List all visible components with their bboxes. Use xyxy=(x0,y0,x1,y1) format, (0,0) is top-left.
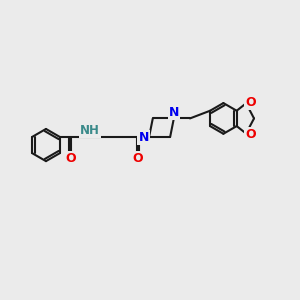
Text: O: O xyxy=(245,128,256,141)
Text: NH: NH xyxy=(80,124,100,137)
Text: O: O xyxy=(245,96,256,109)
Text: N: N xyxy=(138,131,149,145)
Text: N: N xyxy=(169,106,179,119)
Text: O: O xyxy=(132,152,142,165)
Text: O: O xyxy=(65,152,76,165)
